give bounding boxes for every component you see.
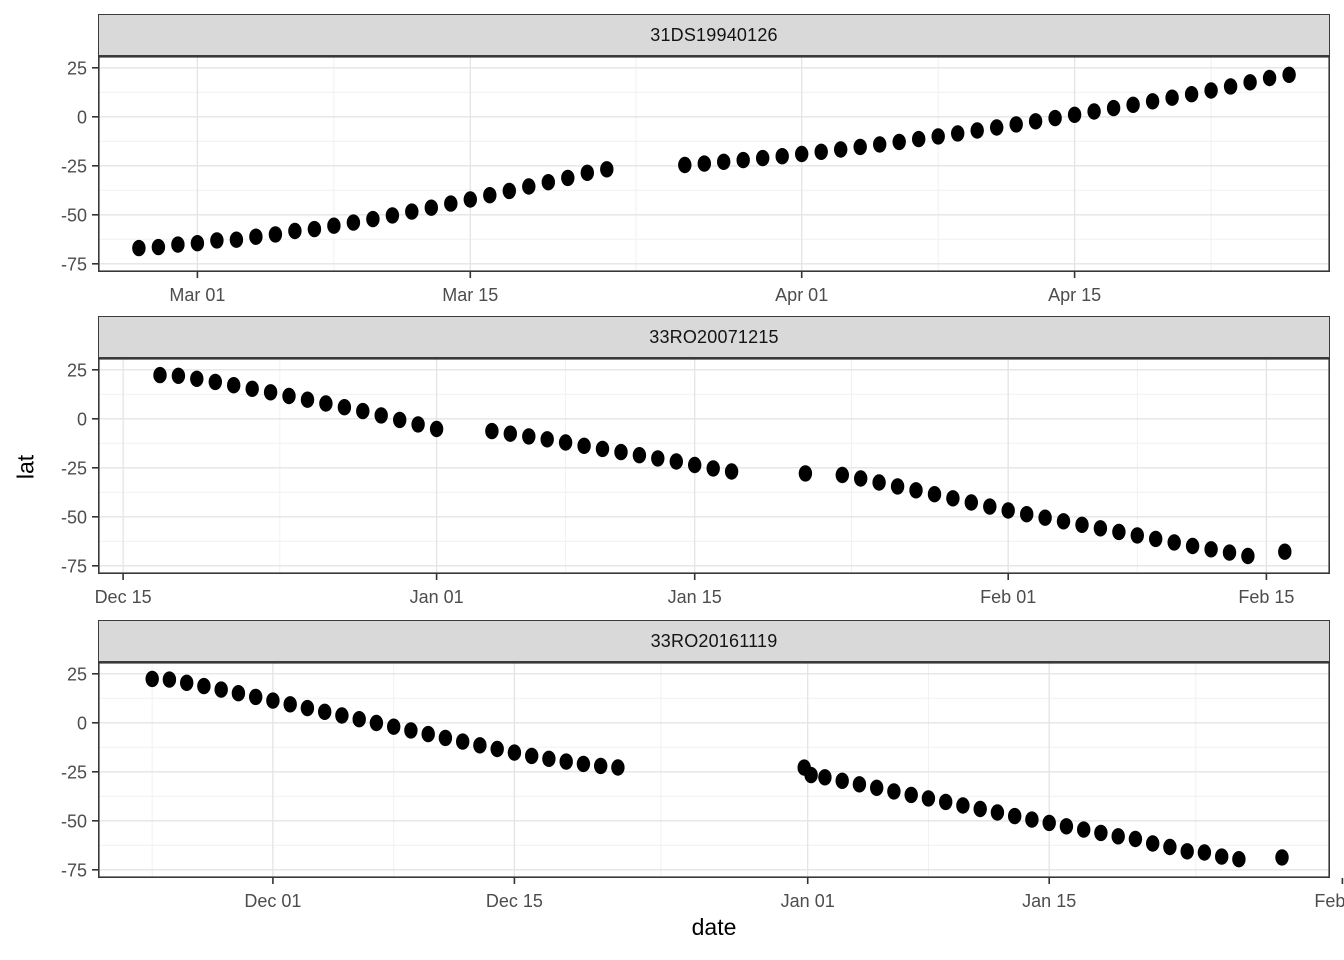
- panel-border: [98, 662, 1331, 878]
- panel-border: [98, 358, 1331, 574]
- facet-panel-3: 25 0 -25 -50 -75 Dec 01 Dec 15 Jan 01 Jan 15 Feb …: [61, 662, 1344, 911]
- axis-tick-marks: [92, 369, 1268, 580]
- svg-text:25: 25: [67, 360, 87, 380]
- svg-text:-25: -25: [61, 762, 87, 782]
- facet-panel-2: 25 0 -25 -50 -75 Dec 15 Jan 01 Jan 15 Feb 01 Feb …: [61, 358, 1331, 607]
- svg-text:Feb 01: Feb 01: [980, 587, 1036, 607]
- svg-text:Dec 01: Dec 01: [244, 891, 301, 911]
- axis-tick-marks: [92, 673, 1344, 884]
- svg-text:0: 0: [77, 107, 87, 127]
- svg-text:25: 25: [67, 58, 87, 78]
- svg-text:Jan 15: Jan 15: [668, 587, 722, 607]
- gridlines: [98, 358, 1330, 574]
- svg-text:Jan 01: Jan 01: [410, 587, 464, 607]
- axis-tick-marks: [92, 67, 1076, 278]
- svg-text:Mar 01: Mar 01: [169, 285, 225, 305]
- facet-strip-label: 31DS19940126: [650, 24, 778, 45]
- svg-text:-50: -50: [61, 507, 87, 527]
- svg-text:Dec 15: Dec 15: [95, 587, 152, 607]
- svg-text:Apr 15: Apr 15: [1048, 285, 1101, 305]
- x-tick-labels: Dec 15 Jan 01 Jan 15 Feb 01 Feb 15: [95, 587, 1295, 607]
- svg-text:-75: -75: [61, 860, 87, 880]
- gridlines: [98, 56, 1330, 272]
- y-tick-labels: 25 0 -25 -50 -75: [61, 360, 87, 576]
- svg-text:Feb 01: Feb 01: [1314, 891, 1344, 911]
- facet-strip: 33RO20071215: [98, 316, 1330, 358]
- svg-text:Apr 01: Apr 01: [775, 285, 828, 305]
- svg-text:-75: -75: [61, 254, 87, 274]
- facet-strip-label: 33RO20071215: [649, 326, 779, 347]
- svg-text:Mar 15: Mar 15: [442, 285, 498, 305]
- facet-strip: 31DS19940126: [98, 14, 1330, 56]
- data-points: [145, 670, 1289, 868]
- svg-text:Jan 01: Jan 01: [781, 891, 835, 911]
- svg-text:-50: -50: [61, 205, 87, 225]
- svg-text:25: 25: [67, 664, 87, 684]
- y-tick-labels: 25 0 -25 -50 -75: [61, 664, 87, 880]
- data-points: [132, 66, 1296, 257]
- svg-text:-75: -75: [61, 556, 87, 576]
- svg-text:-50: -50: [61, 811, 87, 831]
- svg-text:0: 0: [77, 713, 87, 733]
- facet-panel-1: 25 0 -25 -50 -75 Mar 01 Mar 15 Apr 01 Apr 15: [61, 56, 1331, 305]
- svg-text:Feb 15: Feb 15: [1238, 587, 1294, 607]
- x-tick-labels: Dec 01 Dec 15 Jan 01 Jan 15 Feb 01: [244, 891, 1344, 911]
- svg-text:-25: -25: [61, 458, 87, 478]
- panel-border: [98, 56, 1331, 272]
- facet-strip: 33RO20161119: [98, 620, 1330, 662]
- facet-strip-label: 33RO20161119: [650, 630, 778, 651]
- data-points: [153, 366, 1292, 565]
- x-tick-labels: Mar 01 Mar 15 Apr 01 Apr 15: [169, 285, 1101, 305]
- y-tick-labels: 25 0 -25 -50 -75: [61, 58, 87, 274]
- svg-text:0: 0: [77, 409, 87, 429]
- svg-text:-25: -25: [61, 156, 87, 176]
- svg-text:Dec 15: Dec 15: [486, 891, 543, 911]
- svg-text:Jan 15: Jan 15: [1022, 891, 1076, 911]
- x-axis-title: date: [691, 914, 737, 940]
- gridlines: [98, 662, 1330, 878]
